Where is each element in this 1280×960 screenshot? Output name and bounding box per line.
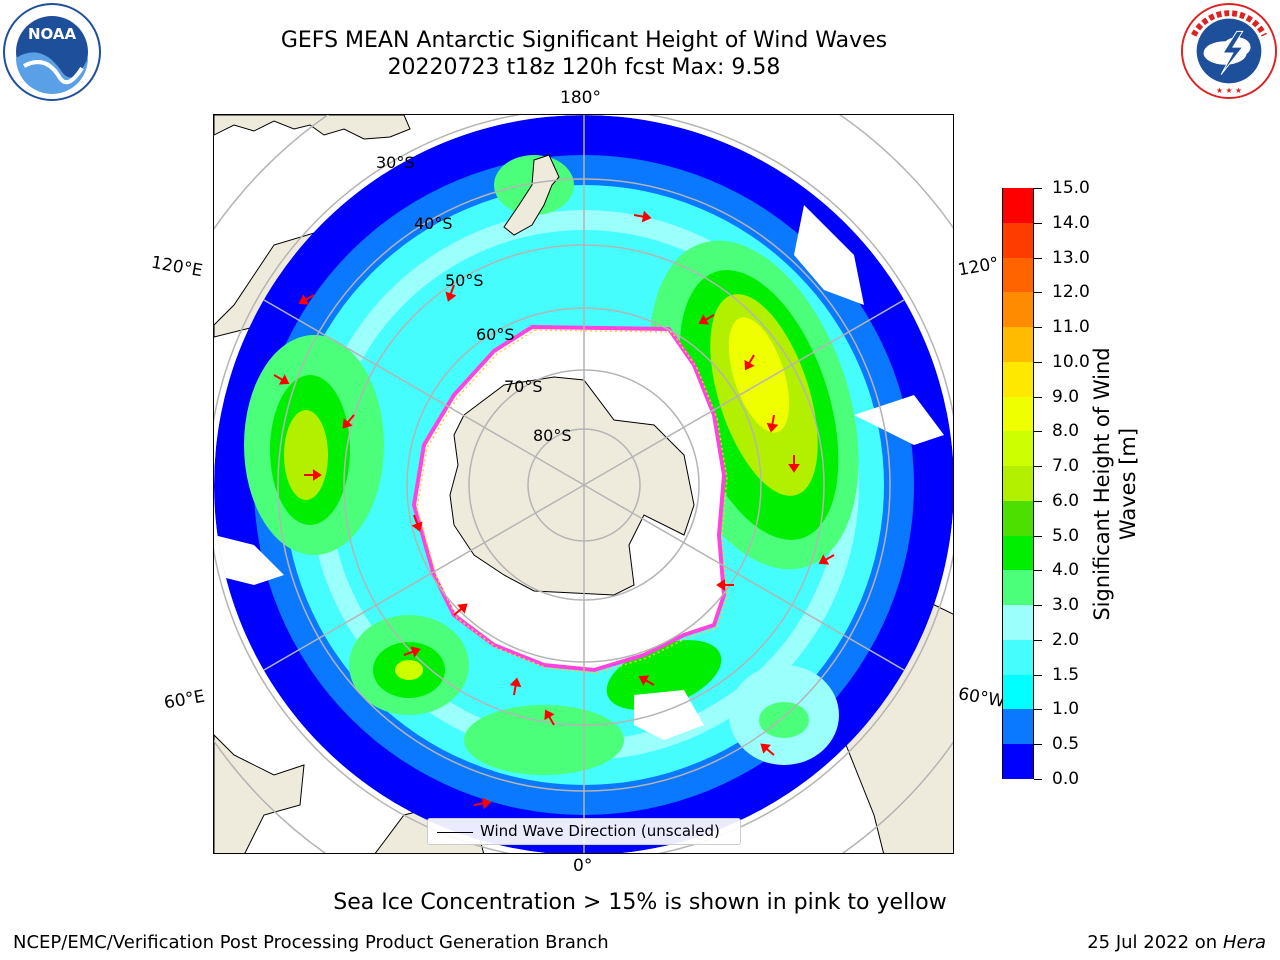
colorbar-label-line1: Significant Height of Wind xyxy=(1090,347,1114,621)
nws-logo: ★ ★ ★ xyxy=(1180,2,1278,100)
colorbar-tick-label: 1.5 xyxy=(1052,664,1080,685)
lat-label-40s: 40°S xyxy=(414,214,453,233)
colorbar-segment xyxy=(1003,569,1033,606)
colorbar-tick-label: 1.0 xyxy=(1052,699,1080,720)
graticule xyxy=(214,115,953,853)
colorbar-tick xyxy=(1034,639,1042,641)
colorbar-segment xyxy=(1003,743,1033,779)
colorbar xyxy=(1002,187,1034,779)
noaa-logo: NOAA xyxy=(3,3,101,101)
colorbar-tick xyxy=(1034,361,1042,363)
colorbar-tick xyxy=(1034,466,1042,468)
colorbar-segment xyxy=(1003,465,1033,501)
colorbar-tick xyxy=(1034,535,1042,537)
colorbar-tick-label: 10.0 xyxy=(1052,351,1090,372)
colorbar-tick-label: 4.0 xyxy=(1052,560,1080,581)
wave-direction-arrows xyxy=(273,210,835,810)
map-panel: 30°S 40°S 50°S 60°S 70°S 80°S Wind Wave … xyxy=(213,114,954,854)
polar-map xyxy=(214,115,953,853)
colorbar-tick-label: 11.0 xyxy=(1052,317,1090,338)
footer-date-text: 25 Jul 2022 on xyxy=(1087,932,1218,953)
antarctica-land xyxy=(449,376,695,596)
colorbar-label: Significant Height of Wind Waves [m] xyxy=(1089,319,1141,649)
lon-label-180: 180° xyxy=(560,88,601,108)
lon-label-60e: 60°E xyxy=(162,686,207,714)
colorbar-tick xyxy=(1034,431,1042,433)
chart-subtitle: 20220723 t18z 120h fcst Max: 9.58 xyxy=(387,55,781,80)
new-zealand-land xyxy=(503,154,560,236)
colorbar-tick-label: 2.0 xyxy=(1052,629,1080,650)
colorbar-tick-label: 3.0 xyxy=(1052,595,1080,616)
colorbar-tick-label: 12.0 xyxy=(1052,282,1090,303)
colorbar-tick-label: 0.0 xyxy=(1052,769,1080,789)
map-legend: Wind Wave Direction (unscaled) xyxy=(427,818,741,845)
footer-machine: Hera xyxy=(1222,932,1266,953)
sea-ice-note: Sea Ice Concentration > 15% is shown in … xyxy=(333,890,947,915)
colorbar-tick xyxy=(1034,396,1042,398)
colorbar-segment xyxy=(1003,430,1033,467)
lon-label-120w: 120° xyxy=(956,253,1001,281)
legend-line-swatch xyxy=(437,832,473,833)
colorbar-tick xyxy=(1034,605,1042,607)
lat-label-60s: 60°S xyxy=(476,325,515,344)
colorbar-tick-label: 9.0 xyxy=(1052,386,1080,407)
colorbar-tick-label: 14.0 xyxy=(1052,212,1090,233)
colorbar-tick xyxy=(1034,779,1042,780)
footer-date: 25 Jul 2022 on Hera xyxy=(1087,932,1266,953)
chart-title: GEFS MEAN Antarctic Significant Height o… xyxy=(280,28,888,53)
colorbar-segment xyxy=(1003,604,1033,640)
colorbar-segment xyxy=(1003,326,1033,362)
colorbar-tick-label: 15.0 xyxy=(1052,178,1090,198)
colorbar-tick xyxy=(1034,222,1042,224)
colorbar-label-line2: Waves [m] xyxy=(1116,427,1140,541)
colorbar-segment xyxy=(1003,535,1033,571)
lat-label-50s: 50°S xyxy=(445,271,484,290)
lon-label-120e: 120°E xyxy=(149,252,205,282)
lon-label-60w: 60°W xyxy=(956,684,1007,712)
svg-text:★ ★ ★: ★ ★ ★ xyxy=(1216,86,1242,95)
lat-label-70s: 70°S xyxy=(504,377,543,396)
colorbar-segment xyxy=(1003,708,1033,745)
colorbar-tick-label: 6.0 xyxy=(1052,490,1080,511)
colorbar-segment xyxy=(1003,222,1033,258)
noaa-logo-text: NOAA xyxy=(28,25,77,43)
footer-branch: NCEP/EMC/Verification Post Processing Pr… xyxy=(13,932,609,953)
lon-label-0: 0° xyxy=(573,856,593,876)
colorbar-tick-label: 13.0 xyxy=(1052,247,1090,268)
colorbar-tick xyxy=(1034,188,1042,189)
colorbar-tick xyxy=(1034,744,1042,746)
colorbar-tick xyxy=(1034,500,1042,502)
colorbar-segment xyxy=(1003,674,1033,710)
legend-label: Wind Wave Direction (unscaled) xyxy=(480,822,720,840)
colorbar-segment xyxy=(1003,639,1033,675)
colorbar-tick xyxy=(1034,292,1042,294)
colorbar-tick-label: 5.0 xyxy=(1052,525,1080,546)
colorbar-segment xyxy=(1003,187,1033,223)
colorbar-tick-label: 7.0 xyxy=(1052,456,1080,477)
colorbar-tick-label: 8.0 xyxy=(1052,421,1080,442)
colorbar-segment xyxy=(1003,361,1033,397)
colorbar-tick xyxy=(1034,327,1042,329)
colorbar-tick xyxy=(1034,709,1042,711)
colorbar-segment xyxy=(1003,257,1033,293)
colorbar-tick xyxy=(1034,674,1042,676)
lat-label-80s: 80°S xyxy=(533,426,572,445)
colorbar-tick-label: 0.5 xyxy=(1052,734,1080,755)
colorbar-tick xyxy=(1034,570,1042,572)
colorbar-segment xyxy=(1003,396,1033,432)
colorbar-segment xyxy=(1003,291,1033,328)
lat-label-30s: 30°S xyxy=(376,153,415,172)
colorbar-segment xyxy=(1003,500,1033,536)
colorbar-tick xyxy=(1034,257,1042,259)
